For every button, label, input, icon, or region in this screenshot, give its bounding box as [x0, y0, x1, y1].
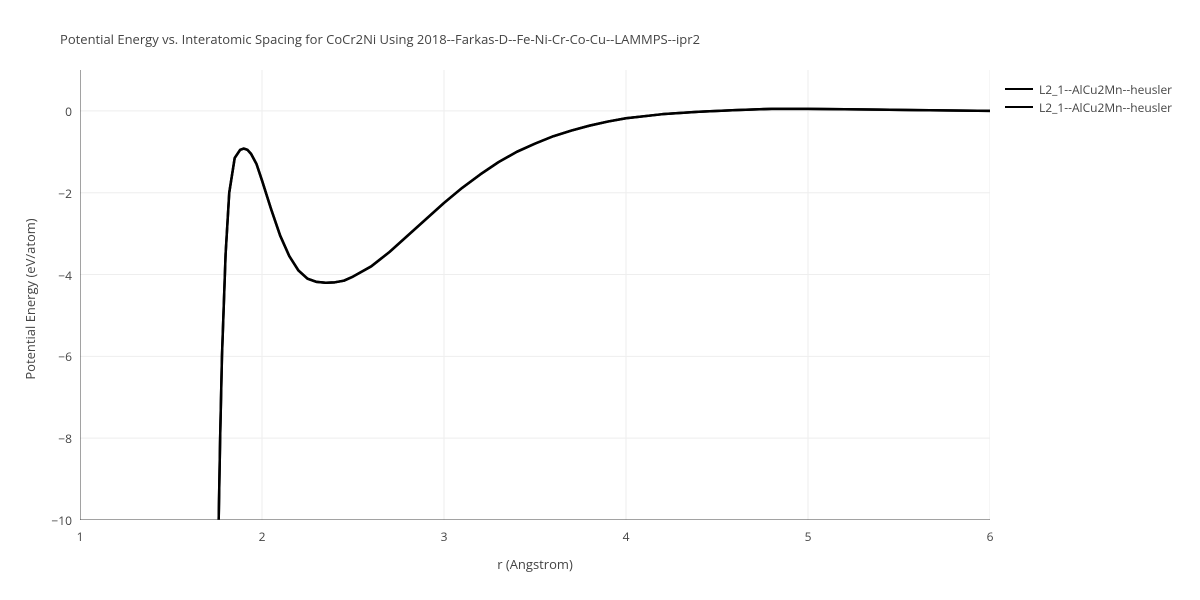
legend-label: L2_1--AlCu2Mn--heusler: [1039, 99, 1172, 116]
y-tick-label: −8: [58, 430, 72, 447]
y-tick-label: −2: [58, 185, 72, 202]
y-tick-label: −6: [58, 348, 72, 365]
x-tick-label: 3: [424, 528, 464, 545]
y-axis-label: Potential Energy (eV/atom): [21, 209, 39, 389]
y-tick-label: 0: [65, 103, 72, 120]
legend-item[interactable]: L2_1--AlCu2Mn--heusler: [1005, 80, 1172, 98]
x-tick-label: 4: [606, 528, 646, 545]
legend-label: L2_1--AlCu2Mn--heusler: [1039, 81, 1172, 98]
x-tick-label: 1: [60, 528, 100, 545]
y-tick-label: −10: [51, 512, 72, 529]
chart-title: Potential Energy vs. Interatomic Spacing…: [60, 30, 700, 48]
x-tick-label: 2: [242, 528, 282, 545]
legend-item[interactable]: L2_1--AlCu2Mn--heusler: [1005, 98, 1172, 116]
y-tick-label: −4: [58, 267, 72, 284]
x-axis-label: r (Angstrom): [80, 555, 990, 573]
legend-swatch: [1005, 106, 1033, 108]
legend-swatch: [1005, 88, 1033, 90]
x-tick-label: 6: [970, 528, 1010, 545]
x-tick-label: 5: [788, 528, 828, 545]
legend: L2_1--AlCu2Mn--heuslerL2_1--AlCu2Mn--heu…: [1005, 80, 1172, 116]
chart-plot-area: [80, 70, 990, 520]
